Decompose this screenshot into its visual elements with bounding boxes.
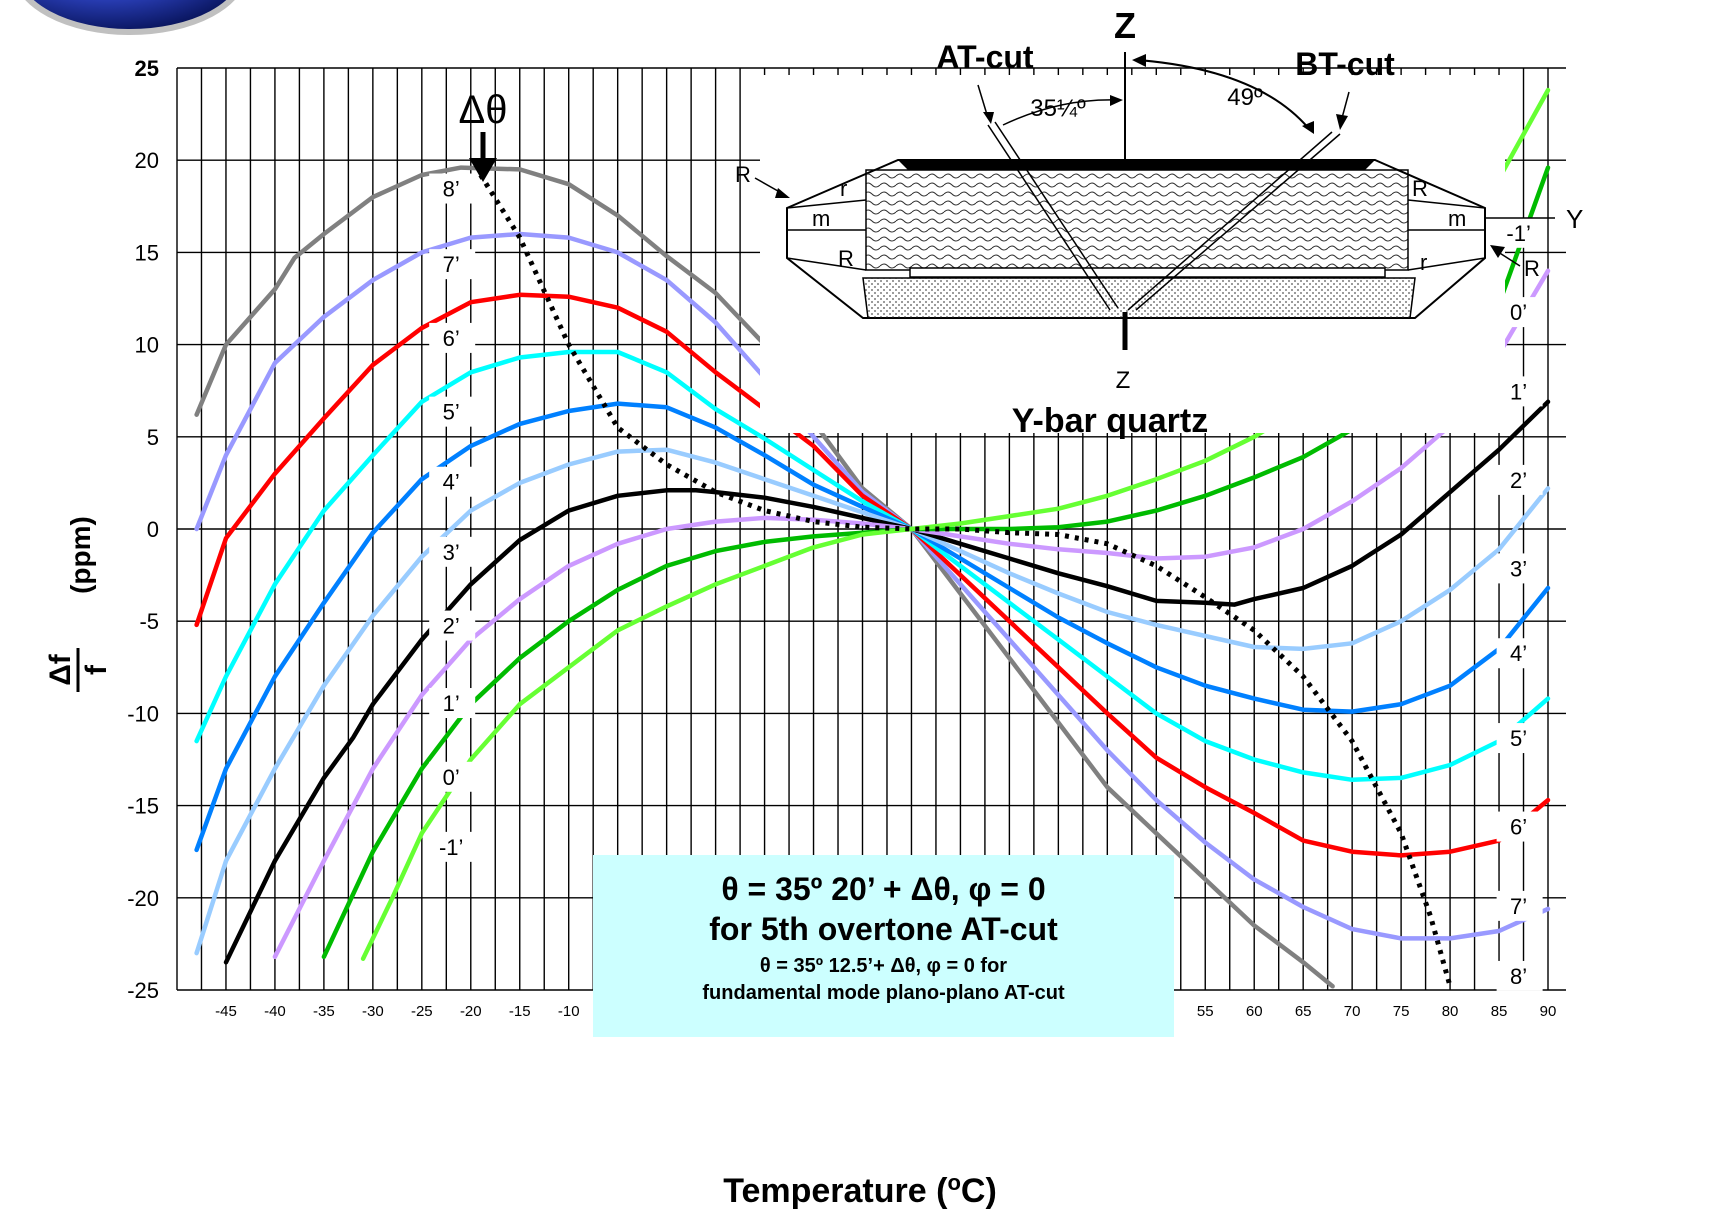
x-tick-label: -20 <box>460 1003 482 1020</box>
crystal-wavy-body <box>866 170 1408 270</box>
face-label-r-bottom-right: r <box>1420 250 1427 275</box>
x-tick-label: -10 <box>558 1003 580 1020</box>
y-label-unit: (ppm) <box>65 516 96 594</box>
x-tick-label: -45 <box>215 1003 237 1020</box>
z-axis-top-label: Z <box>1114 5 1136 46</box>
curve-label-left: 5’ <box>443 400 460 425</box>
curve-label-right: 0’ <box>1510 300 1527 325</box>
face-label-R-top-right: R <box>1412 176 1428 201</box>
angle-at-label: 35¼º <box>1030 95 1086 122</box>
crystal-dotted-base <box>863 278 1415 318</box>
x-tick-label: -35 <box>313 1003 335 1020</box>
curve-label-left: 6’ <box>443 326 460 351</box>
y-label-fraction-bottom: f <box>80 664 113 675</box>
curve-label-right: 8’ <box>1510 964 1527 989</box>
curve-label-right: 7’ <box>1510 894 1527 919</box>
x-axis-label: Temperature (oC) <box>723 1170 997 1209</box>
x-tick-label: 65 <box>1295 1003 1312 1020</box>
x-tick-label: 80 <box>1442 1003 1459 1020</box>
y-tick-label: -25 <box>127 978 159 1003</box>
face-label-r-top-left: r <box>840 176 847 201</box>
x-tick-label: -30 <box>362 1003 384 1020</box>
x-tick-label: -15 <box>509 1003 531 1020</box>
x-tick-label: -25 <box>411 1003 433 1020</box>
y-axis-label: Δf f (ppm) <box>44 516 113 692</box>
face-label-R-top-left: R <box>735 162 751 187</box>
curve-label-left: 4’ <box>443 470 460 495</box>
formula-line-1: θ = 35º 20’ + Δθ, φ = 0 <box>593 869 1174 909</box>
formula-line-2: for 5th overtone AT-cut <box>593 909 1174 949</box>
x-tick-label: 85 <box>1491 1003 1508 1020</box>
y-tick-label: -20 <box>127 886 159 911</box>
face-label-m-right: m <box>1448 206 1466 231</box>
y-tick-label: -5 <box>139 609 159 634</box>
face-label-R-bottom-left: R <box>838 246 854 271</box>
formula-line-4: fundamental mode plano-plano AT-cut <box>593 980 1174 1007</box>
y-tick-label: -10 <box>127 701 159 726</box>
y-tick-labels: 25 20 15 10 5 0 -5 -10 -15 -20 -25 <box>127 56 159 1003</box>
curve-label-right: -1’ <box>1506 221 1530 246</box>
at-cut-label: AT-cut <box>936 39 1034 75</box>
curve-label-left: 0’ <box>443 765 460 790</box>
curve-label-right: 1’ <box>1510 379 1527 404</box>
y-tick-label: 10 <box>135 333 159 358</box>
y-tick-label: 15 <box>135 240 159 265</box>
x-tick-label: 70 <box>1344 1003 1361 1020</box>
curve-label-left: 2’ <box>443 614 460 639</box>
face-label-R-bottom-right: R <box>1524 256 1540 281</box>
x-tick-label: 75 <box>1393 1003 1410 1020</box>
curve-label-left: 7’ <box>443 252 460 277</box>
curve-label-right: 3’ <box>1510 556 1527 581</box>
series-line-4 <box>197 404 1548 850</box>
curve-label-right: 2’ <box>1510 468 1527 493</box>
formula-line-3: θ = 35º 12.5’+ Δθ, φ = 0 for <box>593 953 1174 980</box>
logo-globe-icon <box>15 0 245 32</box>
curve-label-left: -1’ <box>439 835 463 860</box>
curve-label-right: 4’ <box>1510 641 1527 666</box>
x-tick-label: 90 <box>1540 1003 1557 1020</box>
delta-theta-label: Δθ <box>459 88 508 132</box>
y-axis-inset-label: Y <box>1566 204 1583 234</box>
x-tick-label: 55 <box>1197 1003 1214 1020</box>
bt-cut-label: BT-cut <box>1295 46 1395 82</box>
curve-label-right: 5’ <box>1510 726 1527 751</box>
y-tick-label: 20 <box>135 148 159 173</box>
y-tick-label: 0 <box>147 517 159 542</box>
y-tick-label: -15 <box>127 794 159 819</box>
angle-bt-arrow-icon <box>1132 54 1146 67</box>
curve-label-left: 8’ <box>443 177 460 202</box>
inset-caption: Y-bar quartz <box>1012 402 1208 440</box>
angle-bt-label: 49º <box>1227 84 1263 111</box>
face-label-m-left: m <box>812 206 830 231</box>
y-tick-label: 5 <box>147 425 159 450</box>
formula-box: θ = 35º 20’ + Δθ, φ = 0 for 5th overtone… <box>593 855 1174 1037</box>
y-tick-label: 25 <box>135 56 159 81</box>
x-tick-label: 60 <box>1246 1003 1263 1020</box>
curve-label-right: 6’ <box>1510 815 1527 840</box>
z-axis-bottom-label: Z <box>1116 367 1131 394</box>
x-tick-label: -40 <box>264 1003 286 1020</box>
crystal-bottom-band <box>910 268 1385 277</box>
curve-label-left: 1’ <box>443 691 460 716</box>
curve-label-left: 3’ <box>443 540 460 565</box>
y-label-fraction-top: Δf <box>44 653 77 686</box>
